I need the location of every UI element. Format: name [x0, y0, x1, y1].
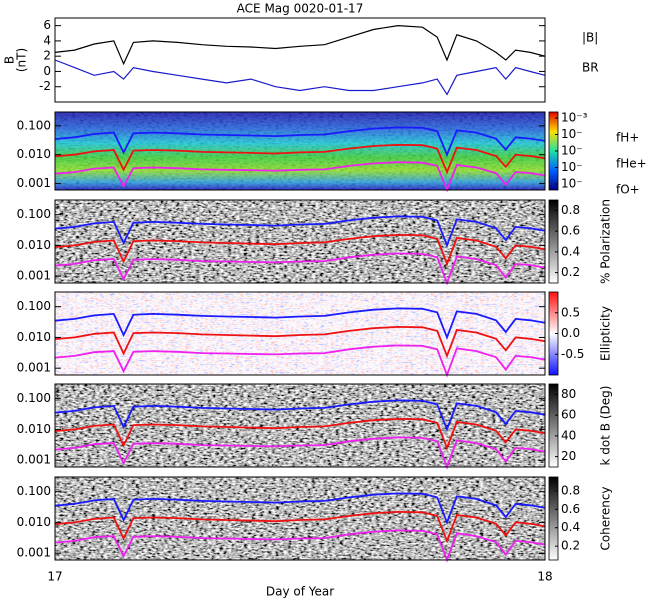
series-line	[54, 24, 546, 66]
colorbar-tick-label: 0.2	[561, 539, 580, 553]
legend-label: fO+	[616, 183, 640, 197]
legend-label: |B|	[582, 31, 598, 45]
y-tick-label: 0.001	[17, 176, 51, 190]
plot-frame	[54, 17, 546, 103]
y-tick-label: 0.010	[17, 238, 51, 252]
legend-label: BR	[582, 61, 599, 75]
colorbar-tick-label: 10⁻	[561, 127, 583, 141]
plot-frame	[54, 199, 546, 284]
y-tick-label: 0.001	[17, 269, 51, 283]
y-tick-label: 2	[43, 49, 51, 63]
series-line	[54, 126, 546, 158]
y-tick-label: 0.100	[17, 484, 51, 498]
plot-frame	[54, 291, 546, 376]
colorbar-tick-label: 0.5	[561, 305, 580, 319]
legend-label: fHe+	[616, 157, 647, 171]
colorbar-label: % Polarization	[599, 199, 613, 284]
series-line	[54, 307, 546, 340]
colorbar-tick-label: 0.0	[561, 326, 580, 340]
y-tick-label: 0.001	[17, 361, 51, 375]
colorbar	[548, 383, 559, 468]
colorbar-tick-label: 0.2	[561, 265, 580, 279]
plot-frame	[54, 111, 546, 191]
legend-label: fH+	[616, 131, 639, 145]
colorbar-tick-label: 10⁻³	[561, 111, 588, 125]
chart-title: ACE Mag 0020-01-17	[237, 2, 364, 16]
series-line	[54, 143, 546, 175]
y-tick-label: 6	[43, 18, 51, 32]
series-line	[54, 529, 546, 563]
colorbar	[548, 199, 559, 284]
colorbar-tick-label: 0.8	[561, 483, 580, 497]
colorbar-label: Coherency	[599, 486, 613, 550]
series-line	[54, 59, 546, 96]
series-line	[54, 417, 546, 451]
colorbar-tick-label: 10⁻	[561, 144, 583, 158]
x-axis-label: Day of Year	[266, 585, 334, 599]
colorbar-label: k dot B (Deg)	[599, 386, 613, 466]
plot-frame	[54, 476, 546, 561]
colorbar-label: Ellipticity	[599, 306, 613, 361]
colorbar	[548, 476, 559, 561]
series-line	[54, 325, 546, 359]
y-tick-label: 0.010	[17, 422, 51, 436]
series-line	[54, 344, 546, 378]
y-tick-label: 0.100	[17, 207, 51, 221]
series-line	[54, 252, 546, 286]
colorbar-tick-label: 0.4	[561, 520, 580, 534]
y-tick-label: 4	[43, 33, 51, 47]
colorbar-tick-label: 40	[561, 428, 576, 442]
y-tick-label: 0.010	[17, 330, 51, 344]
y-tick-label: 0.100	[17, 118, 51, 132]
colorbar-tick-label: 0.6	[561, 502, 580, 516]
x-tick-label: 18	[537, 570, 552, 584]
plot-frame	[54, 383, 546, 468]
y-axis-label: (nT)	[15, 48, 29, 72]
y-tick-label: 0.010	[17, 147, 51, 161]
y-tick-label: 0.100	[17, 299, 51, 313]
y-tick-label: 0.001	[17, 546, 51, 560]
colorbar-tick-label: 0.8	[561, 203, 580, 217]
series-line	[54, 161, 546, 193]
colorbar-tick-label: 20	[561, 449, 576, 463]
series-line	[54, 510, 546, 544]
series-line	[54, 233, 546, 267]
colorbar-tick-label: -0.5	[561, 347, 584, 361]
x-tick-label: 17	[47, 570, 62, 584]
y-axis-label: B	[3, 56, 17, 64]
series-line	[54, 215, 546, 248]
series-line	[54, 492, 546, 525]
series-line	[54, 399, 546, 432]
y-tick-label: 0.010	[17, 515, 51, 529]
colorbar-tick-label: 60	[561, 408, 576, 422]
series-line	[54, 436, 546, 470]
y-tick-label: -2	[39, 79, 51, 93]
y-tick-label: 0.001	[17, 453, 51, 467]
colorbar-tick-label: 10⁻	[561, 177, 583, 191]
colorbar-tick-label: 10⁻	[561, 160, 583, 174]
colorbar-tick-label: 0.6	[561, 224, 580, 238]
colorbar-tick-label: 0.4	[561, 244, 580, 258]
y-tick-label: 0.100	[17, 391, 51, 405]
y-tick-label: 0	[43, 64, 51, 78]
colorbar-tick-label: 80	[561, 387, 576, 401]
